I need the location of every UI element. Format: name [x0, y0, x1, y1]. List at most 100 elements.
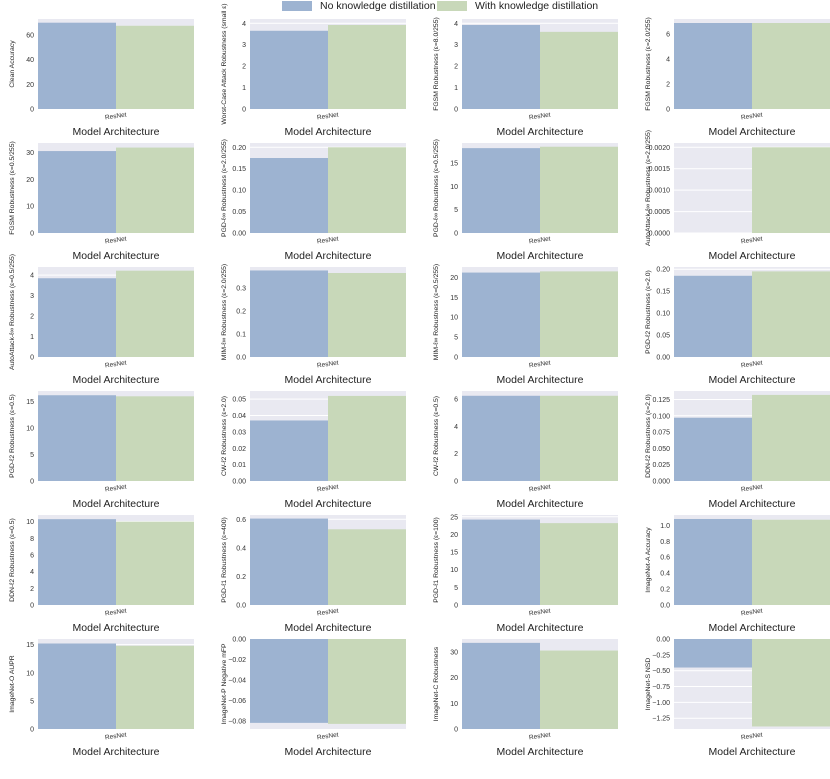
y-tick-label: 0	[30, 479, 34, 486]
y-tick-label: 15	[450, 550, 458, 557]
legend-item-with-kd: With knowledge distillation	[437, 0, 598, 12]
y-tick-label: 0.4	[660, 571, 670, 578]
y-axis-label: CW-ℓ2 Robustness (ε=2.0)	[221, 396, 228, 476]
bar-with-kd	[540, 523, 618, 605]
x-axis-label: Model Architecture	[709, 498, 796, 510]
subplot-3: 0 1 2 3 4 ResNet Model Architecture FGSM Robust…	[433, 17, 618, 138]
y-tick-label: 0.00	[232, 637, 246, 644]
subplot-7: 0 5 10 15 ResNet Model Architecture PGD-ℓ∞ Rob…	[433, 139, 618, 262]
y-tick-label: −0.25	[652, 652, 670, 659]
y-tick-label: 0.075	[652, 430, 670, 437]
legend-label-with-kd: With knowledge distillation	[475, 0, 599, 12]
y-tick-label: 2	[454, 451, 458, 458]
y-tick-label: 10	[450, 567, 458, 574]
y-tick-label: 0	[30, 231, 34, 238]
y-tick-label: 0.05	[232, 209, 246, 216]
bar-no-kd	[462, 642, 540, 729]
bar-no-kd	[462, 519, 540, 605]
y-tick-label: 0.15	[656, 289, 670, 296]
y-axis-label: FGSM Robustness (ε=2.0/255)	[645, 17, 652, 111]
x-axis-label: Model Architecture	[709, 374, 796, 386]
x-tick-label: ResNet	[741, 484, 764, 494]
y-tick-label: 0	[30, 727, 34, 734]
x-tick-label: ResNet	[105, 608, 128, 618]
y-tick-label: 0.20	[232, 145, 246, 152]
y-tick-label: 2	[454, 64, 458, 71]
y-tick-label: 8	[30, 536, 34, 543]
y-tick-label: 10	[26, 519, 34, 526]
subplot-18: 0.0 0.2 0.4 0.6 ResNet Model Architecture PGD-…	[221, 515, 406, 634]
y-tick-label: 0	[454, 603, 458, 610]
x-axis-label: Model Architecture	[285, 126, 372, 138]
y-tick-label: 0.15	[232, 166, 246, 173]
bar-with-kd	[540, 650, 618, 729]
subplot-11: 0 5 10 15 20 ResNet Model Architecture MIM-ℓ∞ R…	[433, 264, 618, 386]
x-tick-label: ResNet	[741, 112, 764, 122]
y-tick-label: 0.6	[660, 555, 670, 562]
bar-no-kd	[674, 275, 752, 357]
y-tick-label: 10	[26, 426, 34, 433]
bar-no-kd	[674, 639, 752, 668]
subplot-10: 0.0 0.1 0.2 0.3 ResNet Model Architecture MIM-…	[221, 264, 406, 386]
x-tick-label: ResNet	[105, 360, 128, 370]
y-tick-label: 0.03	[232, 429, 246, 436]
bar-no-kd	[462, 272, 540, 357]
y-axis-label: AutoAttack-ℓ∞ Robustness (ε=2.0/255)	[645, 130, 652, 246]
legend-label-no-kd: No knowledge distillation	[320, 0, 436, 12]
subplot-5: 0 10 20 30 ResNet Model Architecture FGSM Robu…	[9, 141, 194, 262]
y-axis-label: PGD-ℓ∞ Robustness (ε=0.5/255)	[433, 139, 440, 237]
x-axis-label: Model Architecture	[709, 746, 796, 758]
subplot-12: 0.00 0.05 0.10 0.15 0.20 ResNet Model Architec…	[645, 267, 830, 386]
bar-with-kd	[752, 271, 830, 357]
y-tick-label: 10	[450, 701, 458, 708]
x-axis-label: Model Architecture	[497, 498, 584, 510]
bar-with-kd	[752, 147, 830, 233]
subplot-22: 0.00 −0.02 −0.04 −0.06 −0.08 ResNet Model Arch…	[221, 637, 406, 758]
y-tick-label: 0.0005	[649, 209, 671, 216]
subplot-13: 0 5 10 15 ResNet Model Architecture PGD-ℓ2 Rob…	[9, 391, 194, 510]
y-tick-label: 5	[454, 335, 458, 342]
y-tick-label: 0.0020	[649, 145, 671, 152]
y-tick-label: 0.00	[656, 637, 670, 644]
y-tick-label: 5	[30, 452, 34, 459]
y-tick-label: 0.10	[232, 188, 246, 195]
bar-with-kd	[540, 271, 618, 357]
y-axis-label: MIM-ℓ∞ Robustness (ε=0.5/255)	[433, 264, 440, 360]
y-tick-label: 40	[26, 57, 34, 64]
x-axis-label: Model Architecture	[73, 374, 160, 386]
y-tick-label: 3	[30, 293, 34, 300]
x-axis-label: Model Architecture	[73, 126, 160, 138]
y-tick-label: −0.08	[228, 718, 246, 725]
x-axis-label: Model Architecture	[73, 622, 160, 634]
y-tick-label: 0	[454, 479, 458, 486]
bar-no-kd	[250, 639, 328, 723]
y-axis-label: ImageNet-P Negative mFP	[221, 643, 228, 725]
y-tick-label: 10	[450, 184, 458, 191]
x-tick-label: ResNet	[741, 732, 764, 742]
x-axis-label: Model Architecture	[285, 374, 372, 386]
x-axis-label: Model Architecture	[285, 250, 372, 262]
legend-swatch-no-kd	[282, 1, 312, 11]
x-tick-label: ResNet	[529, 112, 552, 122]
y-tick-label: −0.50	[652, 668, 670, 675]
y-tick-label: 0	[666, 107, 670, 114]
bar-with-kd	[752, 394, 830, 481]
y-tick-label: 0.2	[660, 587, 670, 594]
subplot-15: 0 2 4 6 ResNet Model Architecture CW-ℓ2 Robust…	[433, 391, 618, 510]
y-tick-label: 5	[30, 698, 34, 705]
y-tick-label: 0.025	[652, 462, 670, 469]
bar-with-kd	[328, 25, 406, 109]
x-tick-label: ResNet	[741, 236, 764, 246]
y-tick-label: 6	[666, 32, 670, 39]
y-tick-label: 30	[450, 649, 458, 656]
x-axis-label: Model Architecture	[73, 746, 160, 758]
y-tick-label: 0	[454, 107, 458, 114]
y-axis-label: CW-ℓ2 Robustness (ε=0.5)	[433, 396, 440, 476]
bar-no-kd	[674, 417, 752, 481]
subplot-23: 0 10 20 30 ResNet Model Architecture ImageNet-…	[433, 639, 618, 758]
y-tick-label: 1	[242, 85, 246, 92]
subplot-24: 0.00 −0.25 −0.50 −0.75 −1.00 −1.25 ResNet Model…	[645, 637, 830, 758]
x-tick-label: ResNet	[741, 360, 764, 370]
y-tick-label: 15	[26, 642, 34, 649]
y-tick-label: 0.01	[232, 462, 246, 469]
